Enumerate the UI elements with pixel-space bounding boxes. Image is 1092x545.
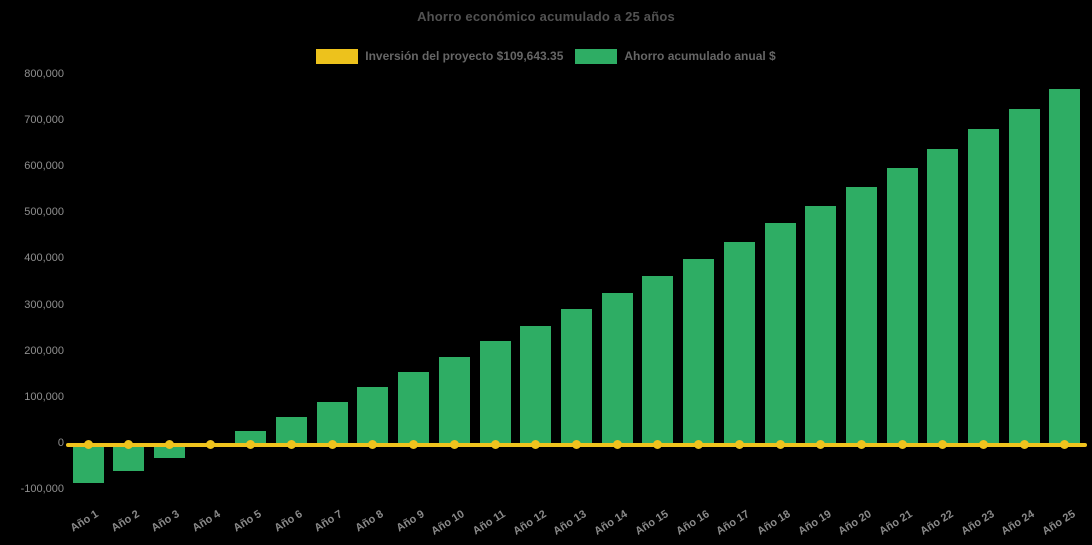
line-point-ano-1 [83,440,93,449]
bar-ano-6 [276,416,308,444]
bar-ano-12 [520,326,552,444]
line-point-ano-13 [571,440,581,449]
legend: Inversión del proyecto $109,643.35 Ahorr… [0,46,1092,66]
bar-ano-16 [683,259,715,444]
bar-ano-7 [316,401,348,444]
legend-swatch-green [575,48,618,64]
line-point-ano-11 [490,440,500,449]
line-point-ano-18 [775,440,785,449]
line-point-ano-21 [897,440,907,449]
bar-ano-5 [235,431,267,444]
ytick-label: 100,000 [24,390,64,403]
line-point-ano-23 [979,440,989,449]
ytick-label: 300,000 [24,298,64,311]
bar-ano-23 [968,129,1000,444]
line-point-ano-2 [124,440,134,449]
bar-ano-14 [601,293,633,444]
ytick-label: 800,000 [24,67,64,80]
ytick-label: 500,000 [24,206,64,219]
line-point-ano-16 [694,440,704,449]
bar-ano-9 [398,371,430,444]
ytick-label: 700,000 [24,113,64,126]
line-point-ano-15 [653,440,663,449]
line-point-ano-4 [205,440,215,449]
ytick-label: 200,000 [24,344,64,357]
bar-ano-19 [805,206,837,444]
line-point-ano-14 [612,440,622,449]
bar-ano-15 [642,276,674,444]
bar-ano-22 [927,149,959,444]
line-point-ano-7 [327,440,337,449]
line-point-ano-9 [409,440,419,449]
bar-ano-25 [1049,89,1081,444]
bar-ano-21 [886,168,918,444]
line-point-ano-17 [734,440,744,449]
legend-label-inversion: Inversión del proyecto $109,643.35 [365,49,564,63]
bar-ano-24 [1008,109,1040,444]
line-point-ano-24 [1019,440,1029,449]
legend-label-ahorro: Ahorro acumulado anual $ [624,49,776,63]
line-point-ano-19 [816,440,826,449]
line-point-ano-12 [531,440,541,449]
line-point-ano-3 [164,440,174,449]
legend-item-inversion[interactable]: Inversión del proyecto $109,643.35 [316,48,564,64]
legend-item-ahorro[interactable]: Ahorro acumulado anual $ [575,48,776,64]
line-point-ano-6 [287,440,297,449]
line-point-ano-22 [938,440,948,449]
bar-ano-10 [438,356,470,444]
bar-ano-3 [153,443,185,459]
bar-ano-18 [764,223,796,444]
line-point-ano-20 [856,440,866,449]
bar-ano-11 [479,341,511,444]
line-point-ano-8 [368,440,378,449]
line-point-ano-10 [449,440,459,449]
bar-ano-1 [72,443,104,483]
ytick-label: 0 [57,437,64,449]
bar-ano-17 [723,242,755,444]
legend-swatch-yellow [316,48,359,64]
line-point-ano-25 [1060,440,1070,449]
bar-ano-8 [357,387,389,444]
chart-title: Ahorro económico acumulado a 25 años [417,9,675,24]
bar-ano-13 [560,309,592,444]
ytick-label: 400,000 [24,252,64,265]
bar-ano-20 [845,187,877,444]
ytick-label: -100,000 [20,483,64,496]
ytick-label: 600,000 [24,160,64,173]
line-point-ano-5 [246,440,256,449]
